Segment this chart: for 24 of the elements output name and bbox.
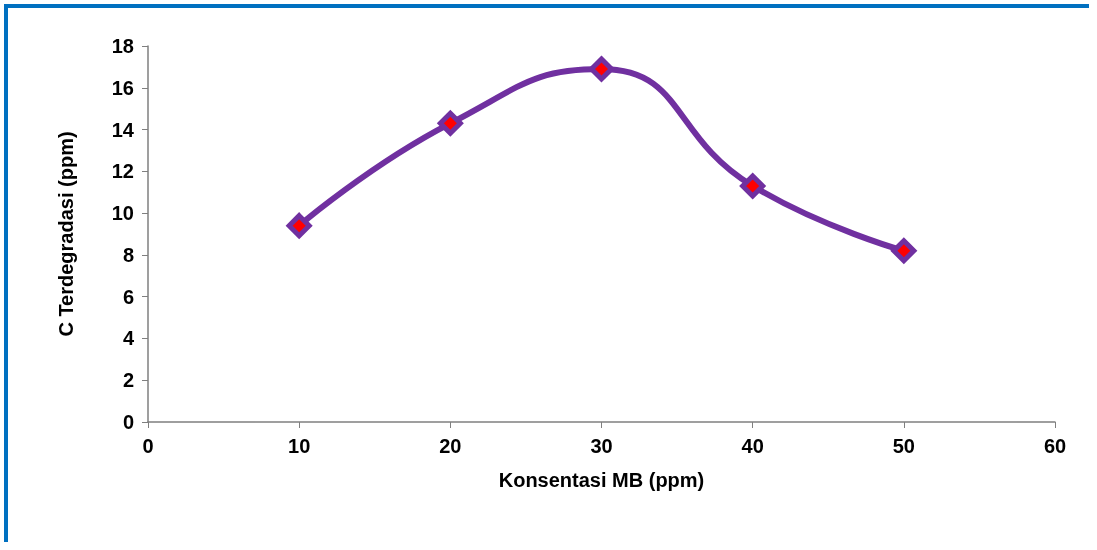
point: [589, 56, 614, 82]
x-tick-label: 50: [892, 435, 915, 457]
y-tick-label: 18: [111, 35, 134, 57]
point: [891, 238, 917, 264]
y-tick-label: 4: [122, 327, 135, 350]
point: [437, 110, 463, 136]
y-tick-label: 0: [122, 411, 134, 433]
y-tick-label: 14: [111, 118, 135, 141]
y-tick-label: 16: [111, 76, 134, 99]
point: [740, 173, 766, 199]
x-tick-label: 20: [439, 435, 462, 457]
x-tick-label: 60: [1043, 435, 1067, 457]
x-axis-title: Konsentasi MB (ppm): [498, 469, 705, 491]
x-tick-label: 0: [142, 435, 154, 457]
y-tick-label: 2: [122, 369, 134, 392]
y-tick-label: 12: [111, 160, 134, 183]
y-tick-label: 8: [122, 243, 134, 266]
y-tick-label: 10: [111, 202, 134, 225]
y-tick-label: 6: [122, 285, 134, 308]
x-tick-label: 30: [590, 435, 613, 457]
point: [286, 213, 312, 239]
y-axis-title: C Terdegradasi (ppm): [55, 131, 77, 337]
x-tick-label: 10: [288, 435, 311, 457]
x-tick-label: 40: [741, 435, 764, 457]
